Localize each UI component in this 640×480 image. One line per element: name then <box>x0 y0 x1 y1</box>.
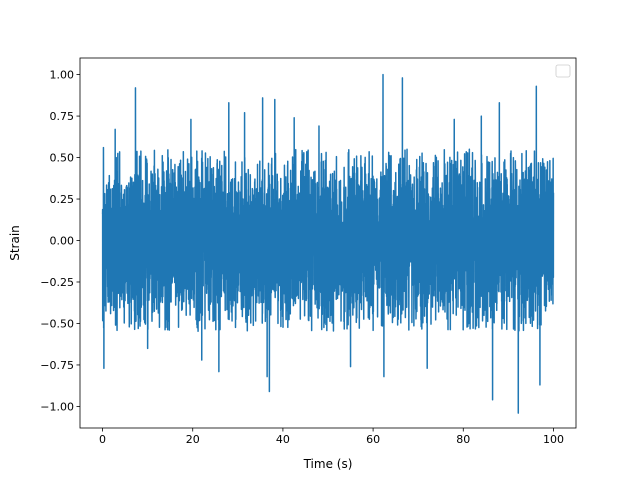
x-tick-label: 100 <box>543 433 564 446</box>
x-axis-ticks: 0 20 40 60 80 100 <box>99 428 564 446</box>
y-tick-label: 0.00 <box>50 235 75 248</box>
y-tick-label: 0.75 <box>50 110 75 123</box>
x-tick-label: 20 <box>186 433 200 446</box>
y-tick-label: −1.00 <box>40 400 74 413</box>
y-tick-label: −0.25 <box>40 276 74 289</box>
y-tick-label: −0.75 <box>40 359 74 372</box>
y-tick-label: −0.50 <box>40 317 74 330</box>
y-tick-label: 0.50 <box>50 152 75 165</box>
y-axis-ticks: −1.00 −0.75 −0.50 −0.25 0.00 0.25 0.50 0.75 1.00 <box>40 69 80 413</box>
x-tick-label: 60 <box>366 433 380 446</box>
legend-box <box>555 64 571 78</box>
y-tick-label: 1.00 <box>50 69 75 82</box>
strain-series-line <box>101 73 555 414</box>
x-tick-label: 0 <box>99 433 106 446</box>
x-axis-label: Time (s) <box>303 457 353 471</box>
y-axis-label: Strain <box>8 225 22 261</box>
x-tick-label: 40 <box>276 433 290 446</box>
y-tick-label: 0.25 <box>50 193 75 206</box>
axes-frame <box>79 57 577 429</box>
plot-area <box>101 73 555 414</box>
x-tick-label: 80 <box>456 433 470 446</box>
